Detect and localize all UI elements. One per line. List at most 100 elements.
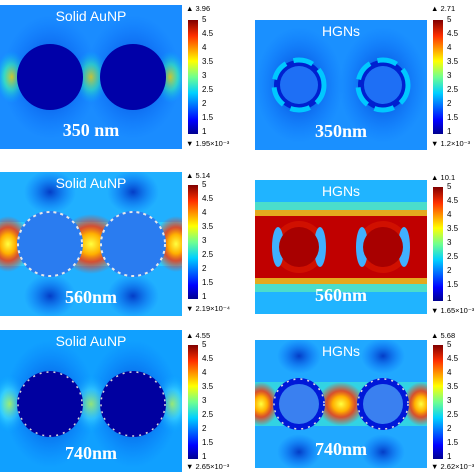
- colorbar-tick: 4: [447, 210, 452, 219]
- colorbar-tick: 2: [447, 266, 452, 275]
- colorbar-tick: 5: [447, 340, 452, 349]
- colorbar-min-label: ▼ 1.65×10⁻³: [431, 306, 474, 315]
- colorbar-tick: 4: [447, 43, 452, 52]
- colorbar-ticks: 5 4.5 4 3.5 3 2.5 2 1.5 1: [202, 341, 222, 463]
- colorbar-tick: 1.5: [447, 113, 459, 122]
- colorbar-tick: 4.5: [202, 29, 214, 38]
- colorbar-tick: 3: [447, 71, 452, 80]
- field-map-panel: Solid AuNP 350 nm: [0, 5, 182, 149]
- colorbar-tick: 1: [202, 127, 207, 136]
- colorbar-tick: 3.5: [447, 382, 459, 391]
- colorbar-ticks: 5 4.5 4 3.5 3 2.5 2 1.5 1: [202, 181, 222, 303]
- colorbar-tick: 3.5: [447, 57, 459, 66]
- colorbar-tick: 1.5: [447, 438, 459, 447]
- colorbar-ticks: 5 4.5 4 3.5 3 2.5 2 1.5 1: [447, 183, 467, 305]
- panel-title: Solid AuNP: [55, 175, 127, 191]
- panel-title: HGNs: [321, 343, 361, 359]
- colorbar-tick: 1.5: [447, 280, 459, 289]
- colorbar-tick: 3.5: [202, 382, 214, 391]
- colorbar-tick: 4: [202, 368, 207, 377]
- colorbar-tick: 2.5: [202, 250, 214, 259]
- wavelength-label: 350nm: [314, 121, 367, 141]
- colorbar-tick: 1: [202, 292, 207, 301]
- colorbar-tick: 3: [202, 71, 207, 80]
- panel-title: Solid AuNP: [55, 333, 127, 349]
- colorbar-tick: 1: [447, 452, 452, 461]
- colorbar-tick: 3.5: [202, 222, 214, 231]
- wavelength-label: 740nm: [64, 443, 117, 463]
- wavelength-label: 740nm: [314, 439, 367, 459]
- colorbar-tick: 2.5: [202, 85, 214, 94]
- colorbar-min-label: ▼ 2.65×10⁻³: [186, 462, 230, 471]
- colorbar: [433, 187, 443, 301]
- colorbar-tick: 2.5: [447, 410, 459, 419]
- field-map-panel: HGNs 740nm: [255, 340, 427, 468]
- field-map-panel: HGNs 560nm: [255, 180, 427, 314]
- colorbar-tick: 1.5: [202, 113, 214, 122]
- colorbar-tick: 4: [202, 208, 207, 217]
- colorbar-tick: 4.5: [447, 196, 459, 205]
- colorbar-tick: 4: [447, 368, 452, 377]
- colorbar-tick: 5: [447, 182, 452, 191]
- field-map-panel: HGNs 350nm: [255, 20, 427, 150]
- colorbar-tick: 4.5: [202, 354, 214, 363]
- colorbar-tick: 2.5: [202, 410, 214, 419]
- field-map-panel: Solid AuNP 560nm: [0, 172, 182, 316]
- colorbar: [188, 20, 198, 134]
- colorbar-tick: 3.5: [202, 57, 214, 66]
- field-map-image: [0, 5, 182, 149]
- panel-title: HGNs: [321, 23, 361, 39]
- colorbar-tick: 5: [202, 15, 207, 24]
- field-map-image: [255, 340, 427, 468]
- colorbar-tick: 5: [202, 340, 207, 349]
- colorbar: [433, 345, 443, 459]
- colorbar-min-label: ▼ 1.2×10⁻³: [431, 139, 471, 148]
- colorbar-max-label: ▲ 5.14: [186, 171, 211, 180]
- colorbar-ticks: 5 4.5 4 3.5 3 2.5 2 1.5 1: [202, 16, 222, 138]
- colorbar-tick: 3: [447, 396, 452, 405]
- colorbar-tick: 2: [202, 264, 207, 273]
- colorbar-tick: 5: [202, 180, 207, 189]
- field-map-panel: Solid AuNP 740nm: [0, 330, 182, 472]
- colorbar-tick: 1.5: [202, 438, 214, 447]
- field-map-image: [0, 330, 182, 472]
- colorbar-tick: 2.5: [447, 85, 459, 94]
- wavelength-label: 350 nm: [62, 120, 120, 140]
- field-map-image: [255, 20, 427, 150]
- colorbar-tick: 5: [447, 15, 452, 24]
- colorbar: [188, 185, 198, 299]
- field-map-image: [255, 180, 427, 314]
- colorbar-tick: 4.5: [447, 354, 459, 363]
- colorbar-tick: 1: [447, 127, 452, 136]
- colorbar-ticks: 5 4.5 4 3.5 3 2.5 2 1.5 1: [447, 341, 467, 463]
- colorbar-tick: 4: [202, 43, 207, 52]
- panel-title: HGNs: [321, 183, 361, 199]
- colorbar-tick: 2.5: [447, 252, 459, 261]
- colorbar-tick: 3: [447, 238, 452, 247]
- colorbar-tick: 4.5: [202, 194, 214, 203]
- colorbar-tick: 3.5: [447, 224, 459, 233]
- colorbar-tick: 1: [447, 294, 452, 303]
- colorbar-min-label: ▼ 2.19×10⁻⁴: [186, 304, 231, 313]
- colorbar-max-label: ▲ 2.71: [431, 4, 456, 13]
- colorbar-tick: 3: [202, 236, 207, 245]
- colorbar-tick: 3: [202, 396, 207, 405]
- colorbar-max-label: ▲ 5.68: [431, 331, 456, 340]
- colorbar-tick: 2: [447, 424, 452, 433]
- colorbar-tick: 1: [202, 452, 207, 461]
- wavelength-label: 560nm: [314, 285, 367, 305]
- colorbar-tick: 2: [202, 424, 207, 433]
- colorbar-tick: 1.5: [202, 278, 214, 287]
- colorbar: [188, 345, 198, 459]
- wavelength-label: 560nm: [64, 287, 117, 307]
- colorbar-tick: 2: [202, 99, 207, 108]
- colorbar-min-label: ▼ 1.95×10⁻³: [186, 139, 230, 148]
- colorbar-tick: 4.5: [447, 29, 459, 38]
- colorbar: [433, 20, 443, 134]
- colorbar-min-label: ▼ 2.62×10⁻³: [431, 462, 474, 471]
- colorbar-max-label: ▲ 4.55: [186, 331, 211, 340]
- colorbar-max-label: ▲ 3.96: [186, 4, 211, 13]
- colorbar-tick: 2: [447, 99, 452, 108]
- panel-title: Solid AuNP: [55, 8, 127, 24]
- colorbar-ticks: 5 4.5 4 3.5 3 2.5 2 1.5 1: [447, 16, 467, 138]
